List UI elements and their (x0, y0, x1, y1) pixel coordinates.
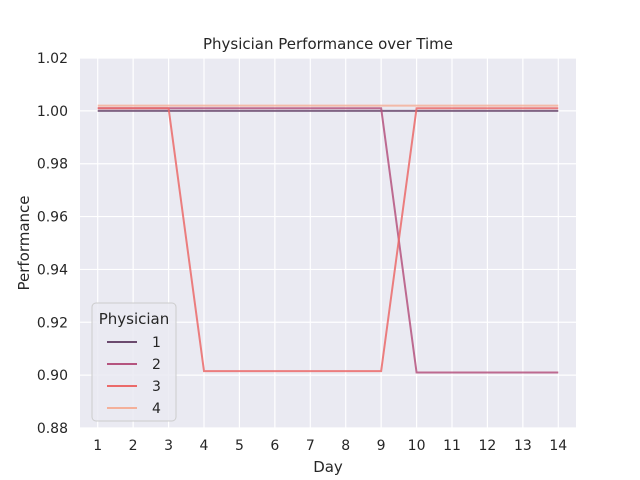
y-tick-labels: 0.88 0.90 0.92 0.94 0.96 0.98 1.00 1.02 (37, 51, 68, 437)
x-tick-label: 5 (235, 438, 244, 454)
x-tick-label: 4 (200, 438, 209, 454)
x-tick-label: 10 (408, 438, 426, 454)
series-line-2 (97, 107, 559, 374)
y-tick-label: 1.02 (37, 51, 68, 67)
x-tick-label: 8 (341, 438, 350, 454)
x-tick-label: 11 (443, 438, 461, 454)
chart-title: Physician Performance over Time (203, 35, 453, 53)
grid-lines (80, 57, 576, 429)
legend-box (91, 302, 177, 422)
series-lines (97, 104, 559, 374)
y-axis-label: Performance (15, 195, 33, 290)
series-line-3 (97, 107, 559, 373)
x-tick-labels: 1 2 3 4 5 6 7 8 9 10 11 12 13 14 (93, 438, 567, 454)
y-tick-label: 0.98 (37, 157, 68, 173)
y-tick-label: 0.92 (37, 315, 68, 331)
x-tick-label: 12 (479, 438, 497, 454)
x-tick-label: 14 (549, 438, 567, 454)
y-tick-label: 0.90 (37, 368, 68, 384)
x-tick-label: 2 (129, 438, 138, 454)
y-tick-label: 1.00 (37, 104, 68, 120)
legend-label-1: 1 (152, 335, 161, 351)
x-tick-label: 13 (514, 438, 532, 454)
x-tick-label: 9 (377, 438, 386, 454)
x-tick-label: 3 (164, 438, 173, 454)
x-tick-label: 7 (306, 438, 315, 454)
y-tick-label: 0.88 (37, 421, 68, 437)
legend-label-2: 2 (152, 357, 161, 373)
x-axis-label: Day (313, 458, 343, 476)
x-tick-label: 6 (270, 438, 279, 454)
y-tick-label: 0.96 (37, 210, 68, 226)
legend-title: Physician (99, 310, 170, 328)
legend-label-3: 3 (152, 379, 161, 395)
legend: Physician 1 2 3 4 (91, 302, 177, 422)
x-tick-label: 1 (93, 438, 102, 454)
legend-label-4: 4 (152, 401, 161, 417)
y-tick-label: 0.94 (37, 262, 68, 278)
